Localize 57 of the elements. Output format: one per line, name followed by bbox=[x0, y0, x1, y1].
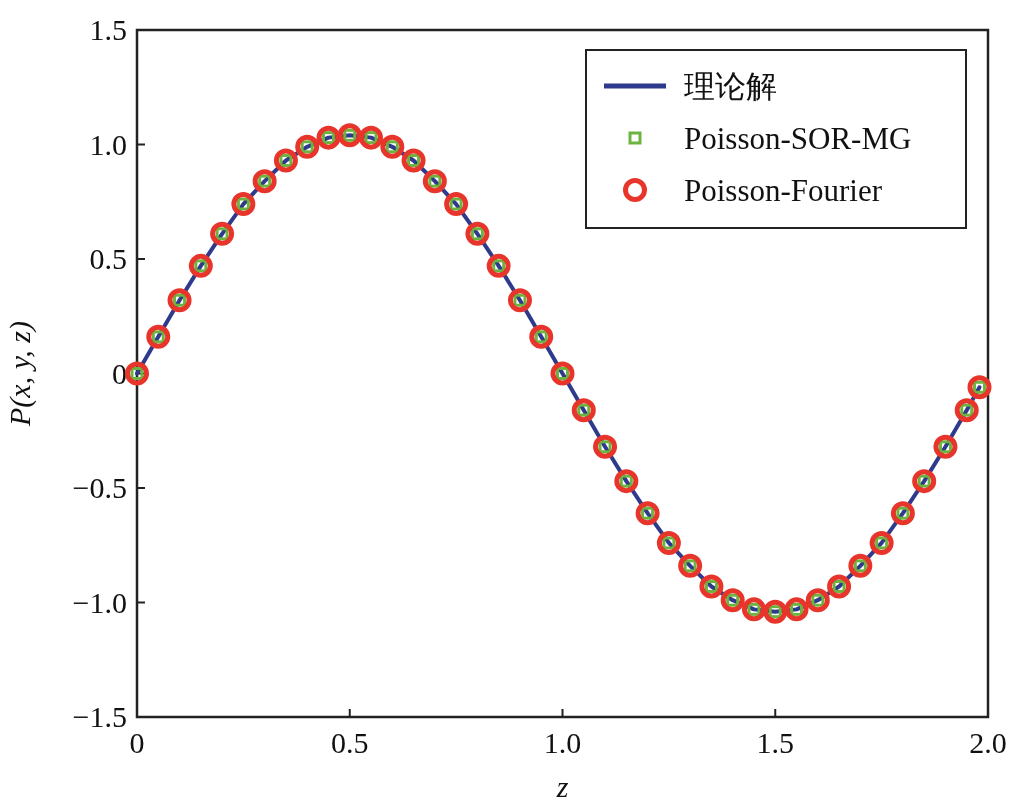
point bbox=[295, 134, 320, 159]
point bbox=[656, 530, 681, 555]
point bbox=[422, 169, 447, 194]
point bbox=[890, 501, 915, 526]
point bbox=[210, 221, 235, 246]
point bbox=[571, 398, 596, 423]
x-tick-label: 0.5 bbox=[331, 726, 369, 759]
point bbox=[933, 434, 958, 459]
point bbox=[359, 125, 384, 150]
point bbox=[967, 375, 992, 400]
point bbox=[678, 553, 703, 578]
point bbox=[763, 599, 788, 624]
point bbox=[741, 597, 766, 622]
x-axis-title: z bbox=[555, 770, 569, 803]
point bbox=[273, 148, 298, 173]
point bbox=[380, 134, 405, 159]
point bbox=[550, 361, 575, 386]
point bbox=[635, 501, 660, 526]
y-tick-label: 1.0 bbox=[89, 127, 127, 161]
point bbox=[593, 434, 618, 459]
legend-label: 理论解 bbox=[684, 69, 777, 104]
point bbox=[507, 288, 532, 313]
y-tick-label: −1.5 bbox=[72, 700, 127, 733]
point bbox=[465, 221, 490, 246]
legend-label: Poisson-SOR-MG bbox=[684, 121, 912, 156]
point bbox=[827, 574, 852, 599]
y-tick-label: 0 bbox=[112, 356, 127, 390]
point bbox=[486, 253, 511, 278]
point bbox=[805, 588, 830, 613]
point bbox=[252, 169, 277, 194]
y-axis-title: P(x, y, z) bbox=[3, 321, 37, 427]
legend-label: Poisson-Fourier bbox=[684, 173, 883, 208]
y-tick-label: −1.0 bbox=[72, 585, 127, 619]
x-tick-label: 1.5 bbox=[756, 726, 794, 759]
point bbox=[614, 469, 639, 494]
point bbox=[912, 469, 937, 494]
point bbox=[720, 588, 745, 613]
point bbox=[784, 597, 809, 622]
point bbox=[444, 192, 469, 217]
x-tick-label: 2.0 bbox=[969, 726, 1007, 759]
point bbox=[869, 530, 894, 555]
y-tick-label: 0.5 bbox=[89, 242, 127, 275]
x-tick-label: 1.0 bbox=[543, 726, 582, 759]
point bbox=[316, 125, 341, 150]
point bbox=[167, 288, 192, 313]
y-tick-label: −0.5 bbox=[72, 471, 127, 504]
point bbox=[529, 324, 554, 349]
point bbox=[954, 398, 979, 423]
point bbox=[188, 253, 213, 278]
y-tick-label: 1.5 bbox=[89, 13, 127, 46]
point bbox=[699, 574, 724, 599]
point bbox=[337, 123, 362, 148]
point bbox=[401, 148, 426, 173]
point bbox=[125, 361, 149, 386]
point bbox=[848, 553, 873, 578]
point bbox=[231, 192, 256, 217]
point bbox=[146, 324, 171, 349]
